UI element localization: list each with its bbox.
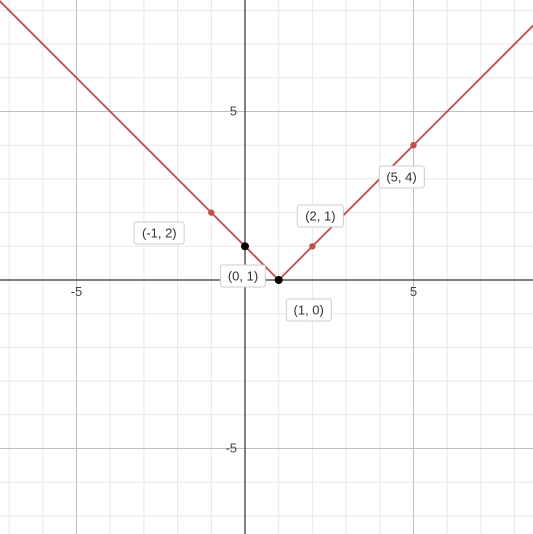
function-line	[0, 0, 533, 280]
x-tick-label: -5	[71, 284, 83, 299]
y-tick-label: 5	[230, 104, 237, 119]
x-tick-label: 5	[410, 284, 417, 299]
point-label: (1, 0)	[286, 299, 332, 322]
point-label: (5, 4)	[378, 166, 424, 189]
y-tick-label: -5	[225, 441, 237, 456]
point-label: (0, 1)	[220, 265, 266, 288]
absolute-value-plot: -5 5 5 -5	[0, 0, 533, 534]
point-label: (-1, 2)	[134, 221, 185, 244]
point-label: (2, 1)	[297, 205, 343, 228]
